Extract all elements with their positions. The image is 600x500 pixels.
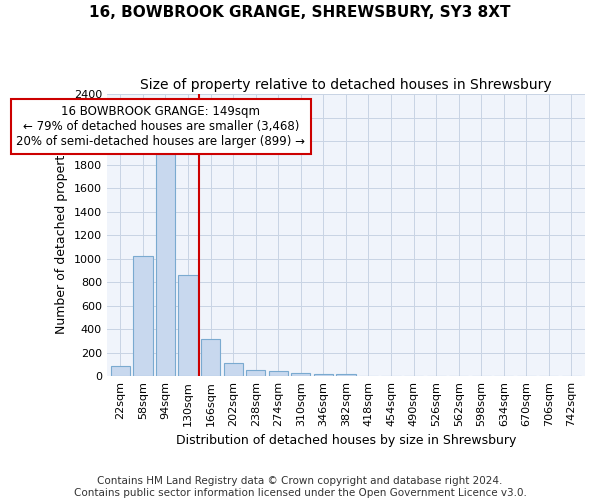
Bar xyxy=(314,374,333,376)
Title: Size of property relative to detached houses in Shrewsbury: Size of property relative to detached ho… xyxy=(140,78,552,92)
Bar xyxy=(269,371,288,376)
Text: 16, BOWBROOK GRANGE, SHREWSBURY, SY3 8XT: 16, BOWBROOK GRANGE, SHREWSBURY, SY3 8XT xyxy=(89,5,511,20)
X-axis label: Distribution of detached houses by size in Shrewsbury: Distribution of detached houses by size … xyxy=(176,434,516,448)
Bar xyxy=(156,154,175,376)
Bar xyxy=(178,275,197,376)
Bar xyxy=(133,256,152,376)
Y-axis label: Number of detached properties: Number of detached properties xyxy=(55,136,68,334)
Bar xyxy=(224,362,243,376)
Text: 16 BOWBROOK GRANGE: 149sqm
← 79% of detached houses are smaller (3,468)
20% of s: 16 BOWBROOK GRANGE: 149sqm ← 79% of deta… xyxy=(16,104,305,148)
Bar xyxy=(291,372,310,376)
Bar xyxy=(201,338,220,376)
Text: Contains HM Land Registry data © Crown copyright and database right 2024.
Contai: Contains HM Land Registry data © Crown c… xyxy=(74,476,526,498)
Bar xyxy=(337,374,356,376)
Bar xyxy=(111,366,130,376)
Bar xyxy=(246,370,265,376)
